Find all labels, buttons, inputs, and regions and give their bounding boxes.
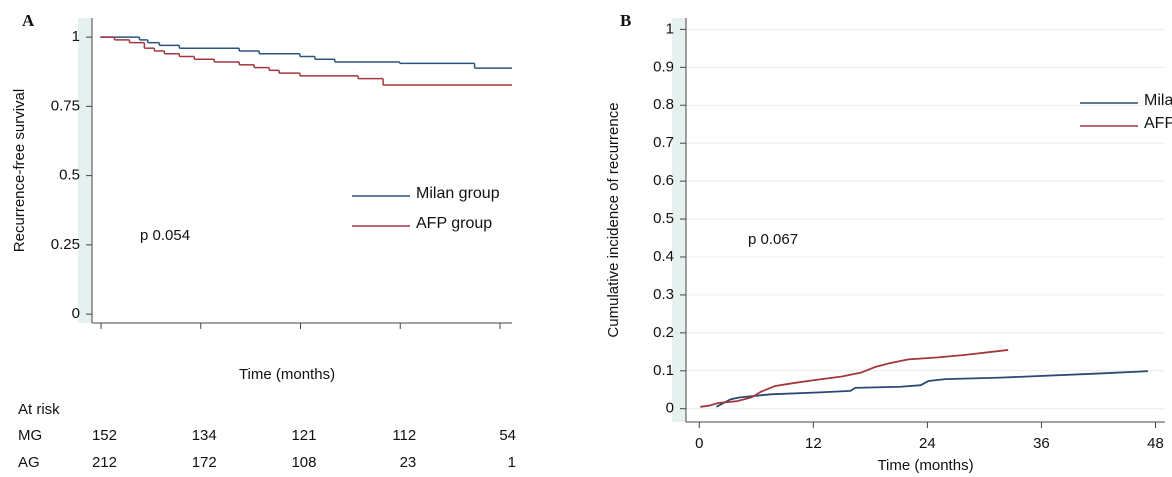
axis-band xyxy=(672,18,686,422)
x-tick-label: 12 xyxy=(805,435,822,452)
at-risk-count: 54 xyxy=(499,427,516,444)
line-series xyxy=(715,370,1148,408)
at-risk-count: 23 xyxy=(400,454,417,471)
y-tick-label: 0.4 xyxy=(653,248,674,265)
y-tick-label: 1 xyxy=(72,28,80,45)
y-tick-label: 0 xyxy=(72,305,80,322)
y-tick-label: 0 xyxy=(666,400,674,417)
y-tick-label: 0.2 xyxy=(653,324,674,341)
y-axis-label: Cumulative incidence of recurrence xyxy=(605,102,622,337)
x-axis-label: Time (months) xyxy=(877,457,973,474)
at-risk-title: At risk xyxy=(18,401,60,418)
annotation: p 0.067 xyxy=(748,231,798,248)
panel-label: A xyxy=(22,11,35,30)
at-risk-label: MG xyxy=(18,427,42,444)
legend-label: Milan group xyxy=(416,185,500,202)
legend-label: AFP group xyxy=(1144,115,1172,132)
y-tick-label: 1 xyxy=(666,20,674,37)
y-tick-label: 0.6 xyxy=(653,172,674,189)
y-tick-label: 0.25 xyxy=(51,236,80,253)
at-risk-label: AG xyxy=(18,454,40,471)
legend-label: AFP group xyxy=(416,215,492,232)
at-risk-count: 172 xyxy=(192,454,217,471)
annotation: p 0.054 xyxy=(140,227,190,244)
at-risk-count: 212 xyxy=(92,454,117,471)
y-tick-label: 0.5 xyxy=(59,167,80,184)
x-tick-label: 48 xyxy=(1147,435,1164,452)
y-tick-label: 0.7 xyxy=(653,134,674,151)
y-tick-label: 0.8 xyxy=(653,96,674,113)
y-tick-label: 0.9 xyxy=(653,58,674,75)
at-risk-count: 1 xyxy=(508,454,516,471)
line-series xyxy=(700,349,1009,408)
y-tick-label: 0.1 xyxy=(653,362,674,379)
legend-label: Milan group xyxy=(1144,92,1172,109)
x-tick-label: 24 xyxy=(919,435,936,452)
x-tick-label: 36 xyxy=(1033,435,1050,452)
axis-band xyxy=(78,18,92,323)
y-tick-label: 0.3 xyxy=(653,286,674,303)
at-risk-count: 134 xyxy=(192,427,217,444)
x-axis-label: Time (months) xyxy=(239,366,335,383)
y-tick-label: 0.5 xyxy=(653,210,674,227)
at-risk-count: 152 xyxy=(92,427,117,444)
panel-label: B xyxy=(620,11,631,30)
at-risk-count: 112 xyxy=(392,427,416,444)
at-risk-count: 108 xyxy=(291,454,316,471)
y-axis-label: Recurrence-free survival xyxy=(11,89,28,252)
x-tick-label: 0 xyxy=(695,435,703,452)
at-risk-count: 121 xyxy=(291,427,316,444)
y-tick-label: 0.75 xyxy=(51,97,80,114)
